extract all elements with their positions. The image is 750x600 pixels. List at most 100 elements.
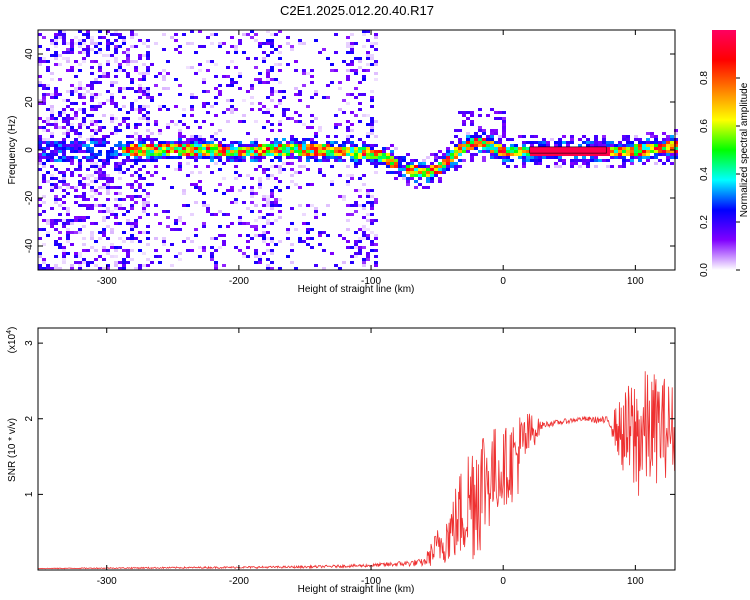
spectrogram-cell bbox=[366, 57, 370, 60]
spectrogram-cell bbox=[502, 120, 506, 123]
spectrogram-cell bbox=[166, 156, 170, 159]
spectrogram-cell bbox=[94, 123, 98, 126]
spectrogram-cell bbox=[70, 147, 74, 150]
spectrogram-cell bbox=[218, 168, 222, 171]
spectrogram-cell bbox=[230, 60, 234, 63]
spectrogram-cell bbox=[130, 33, 134, 36]
spectrogram-cell bbox=[78, 135, 82, 138]
spectrogram-cell bbox=[430, 153, 434, 156]
spectrogram-cell bbox=[342, 195, 346, 198]
spectrogram-cell bbox=[642, 141, 646, 144]
spectrogram-cell bbox=[266, 150, 270, 153]
spectrogram-cell bbox=[198, 126, 202, 129]
spectrogram-cell bbox=[250, 144, 254, 147]
spectrogram-cell bbox=[250, 225, 254, 228]
spectrogram-cell bbox=[394, 156, 398, 159]
spectrogram-cell bbox=[434, 168, 438, 171]
spectrogram-cell bbox=[438, 150, 442, 153]
spectrogram-cell bbox=[266, 195, 270, 198]
spectrogram-cell bbox=[118, 261, 122, 264]
spectrogram-cell bbox=[366, 54, 370, 57]
spectrogram-cell bbox=[78, 165, 82, 168]
spectrogram-cell bbox=[178, 135, 182, 138]
spectrogram-cell bbox=[38, 81, 42, 84]
spectrogram-cell bbox=[106, 249, 110, 252]
spectrogram-cell bbox=[306, 156, 310, 159]
spectrogram-cell bbox=[106, 153, 110, 156]
spectrogram-cell bbox=[374, 201, 378, 204]
spectrogram-cell bbox=[118, 171, 122, 174]
spectrogram-cell bbox=[106, 186, 110, 189]
spectrogram-cell bbox=[50, 144, 54, 147]
spectrogram-cell bbox=[254, 249, 258, 252]
spectrogram-cell bbox=[106, 189, 110, 192]
spectrogram-cell bbox=[274, 78, 278, 81]
spectrogram-cell bbox=[346, 129, 350, 132]
spectrogram-cell bbox=[142, 105, 146, 108]
spectrogram-cell bbox=[386, 147, 390, 150]
spectrogram-cell bbox=[146, 237, 150, 240]
spectrogram-cell bbox=[458, 159, 462, 162]
spectrogram-cell bbox=[590, 147, 594, 150]
spectrogram-cell bbox=[282, 162, 286, 165]
spectrogram-cell bbox=[670, 150, 674, 153]
spectrogram-cell bbox=[62, 222, 66, 225]
spectrogram-cell bbox=[250, 195, 254, 198]
spectrogram-cell bbox=[394, 162, 398, 165]
y-tick-label: -20 bbox=[24, 190, 35, 205]
spectrogram-cell bbox=[158, 129, 162, 132]
spectrogram-cell bbox=[262, 237, 266, 240]
spectrogram-cell bbox=[214, 138, 218, 141]
spectrogram-cell bbox=[194, 120, 198, 123]
spectrogram-cell bbox=[130, 174, 134, 177]
spectrogram-cell bbox=[170, 36, 174, 39]
spectrogram-cell bbox=[158, 144, 162, 147]
spectrogram-cell bbox=[142, 114, 146, 117]
spectrogram-cell bbox=[38, 204, 42, 207]
spectrogram-cell bbox=[238, 222, 242, 225]
spectrogram-cell bbox=[586, 141, 590, 144]
spectrogram-cell bbox=[82, 108, 86, 111]
spectrogram-cell bbox=[74, 102, 78, 105]
spectrogram-cell bbox=[138, 141, 142, 144]
spectrogram-cell bbox=[142, 252, 146, 255]
spectrogram-cell bbox=[302, 138, 306, 141]
spectrogram-cell bbox=[406, 177, 410, 180]
spectrogram-cell bbox=[458, 165, 462, 168]
spectrogram-cell bbox=[486, 114, 490, 117]
spectrogram-cell bbox=[250, 159, 254, 162]
spectrogram-cell bbox=[194, 153, 198, 156]
spectrogram-cell bbox=[86, 138, 90, 141]
spectrogram-cell bbox=[610, 144, 614, 147]
spectrogram-cell bbox=[142, 264, 146, 267]
spectrogram-cell bbox=[66, 234, 70, 237]
spectrogram-cell bbox=[262, 204, 266, 207]
spectrogram-cell bbox=[594, 141, 598, 144]
spectrogram-cell bbox=[310, 144, 314, 147]
spectrogram-cell bbox=[246, 222, 250, 225]
spectrogram-cell bbox=[630, 141, 634, 144]
spectrogram-cell bbox=[82, 120, 86, 123]
spectrogram-cell bbox=[582, 141, 586, 144]
spectrogram-cell bbox=[306, 231, 310, 234]
spectrogram-cell bbox=[406, 162, 410, 165]
spectrogram-cell bbox=[74, 75, 78, 78]
snr-frame bbox=[37, 327, 676, 571]
spectrogram-cell bbox=[318, 243, 322, 246]
spectrogram-cell bbox=[366, 150, 370, 153]
spectrogram-cell bbox=[370, 120, 374, 123]
spectrogram-cell bbox=[234, 141, 238, 144]
spectrogram-cell bbox=[86, 207, 90, 210]
spectrogram-cell bbox=[306, 72, 310, 75]
spectrogram-cell bbox=[134, 159, 138, 162]
spectrogram-cell bbox=[494, 117, 498, 120]
spectrogram-cell bbox=[254, 141, 258, 144]
spectrogram-cell bbox=[130, 165, 134, 168]
spectrogram-cell bbox=[50, 189, 54, 192]
spectrogram-cell bbox=[370, 45, 374, 48]
spectrogram-cell bbox=[354, 201, 358, 204]
spectrogram-cell bbox=[278, 210, 282, 213]
spectrogram-cell bbox=[330, 144, 334, 147]
spectrogram-cell bbox=[558, 141, 562, 144]
spectrogram-cell bbox=[386, 153, 390, 156]
